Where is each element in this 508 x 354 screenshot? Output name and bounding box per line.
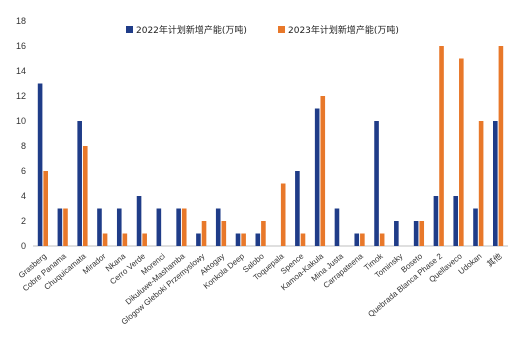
bar-2023-11 (261, 221, 266, 246)
bar-2022-23 (493, 121, 498, 246)
y-tick-label: 8 (21, 141, 26, 151)
bar-2023-22 (478, 121, 484, 246)
bars (37, 46, 504, 246)
bar-2023-9 (221, 221, 227, 246)
bar-2022-1 (57, 208, 63, 246)
bar-2022-19 (413, 221, 419, 246)
bar-2023-16 (360, 233, 365, 246)
bar-2023-13 (300, 233, 306, 246)
bar-2023-5 (142, 233, 147, 246)
bar-2023-23 (498, 46, 504, 246)
bar-2023-4 (122, 233, 128, 246)
bar-2023-17 (379, 233, 385, 246)
bar-2023-2 (82, 146, 88, 246)
bar-2022-14 (314, 108, 320, 246)
bar-2022-15 (334, 208, 340, 246)
legend-label: 2023年计划新增产能(万吨) (288, 24, 399, 36)
legend: 2022年计划新增产能(万吨) 2023年计划新增产能(万吨) (126, 24, 399, 36)
bar-2023-0 (43, 171, 48, 246)
bar-2022-6 (156, 208, 162, 246)
bar-2023-7 (181, 208, 187, 246)
y-tick-label: 14 (16, 66, 26, 76)
y-axis: 0 2 4 6 8 10 12 14 16 18 (16, 16, 26, 251)
bar-2022-8 (196, 233, 201, 246)
x-tick-label: 其他 (485, 251, 504, 269)
bar-2023-10 (241, 233, 246, 246)
bar-2022-16 (354, 233, 360, 246)
bar-2022-2 (77, 121, 82, 246)
y-tick-label: 10 (16, 116, 26, 126)
y-tick-label: 18 (16, 16, 26, 26)
bar-2022-4 (116, 208, 122, 246)
bar-2022-10 (235, 233, 241, 246)
bar-2022-0 (37, 83, 43, 246)
y-tick-label: 4 (21, 191, 26, 201)
bar-2022-13 (295, 171, 300, 246)
x-tick-label: Mirador (81, 251, 108, 276)
bar-2022-18 (394, 221, 399, 246)
bar-2023-8 (201, 221, 207, 246)
bar-2022-11 (255, 233, 261, 246)
legend-swatch (278, 26, 285, 33)
bar-2022-7 (176, 208, 181, 246)
bar-2023-21 (459, 58, 464, 246)
y-tick-label: 0 (21, 241, 26, 251)
bar-2022-17 (374, 121, 379, 246)
bar-2023-19 (419, 221, 425, 246)
bar-2022-9 (215, 208, 221, 246)
y-tick-label: 6 (21, 166, 26, 176)
bar-2023-1 (63, 208, 68, 246)
y-tick-label: 16 (16, 41, 26, 51)
y-tick-label: 2 (21, 216, 26, 226)
y-tick-label: 12 (16, 91, 26, 101)
bar-2023-14 (320, 96, 326, 246)
bar-2022-22 (473, 208, 478, 246)
legend-label: 2022年计划新增产能(万吨) (136, 24, 247, 36)
bar-2022-21 (453, 196, 459, 246)
bar-2022-20 (433, 196, 439, 246)
bar-2023-3 (102, 233, 108, 246)
bar-2022-5 (136, 196, 142, 246)
bar-2023-12 (280, 183, 286, 246)
bar-2022-3 (97, 208, 102, 246)
legend-swatch (126, 26, 133, 33)
bar-2023-20 (439, 46, 444, 246)
